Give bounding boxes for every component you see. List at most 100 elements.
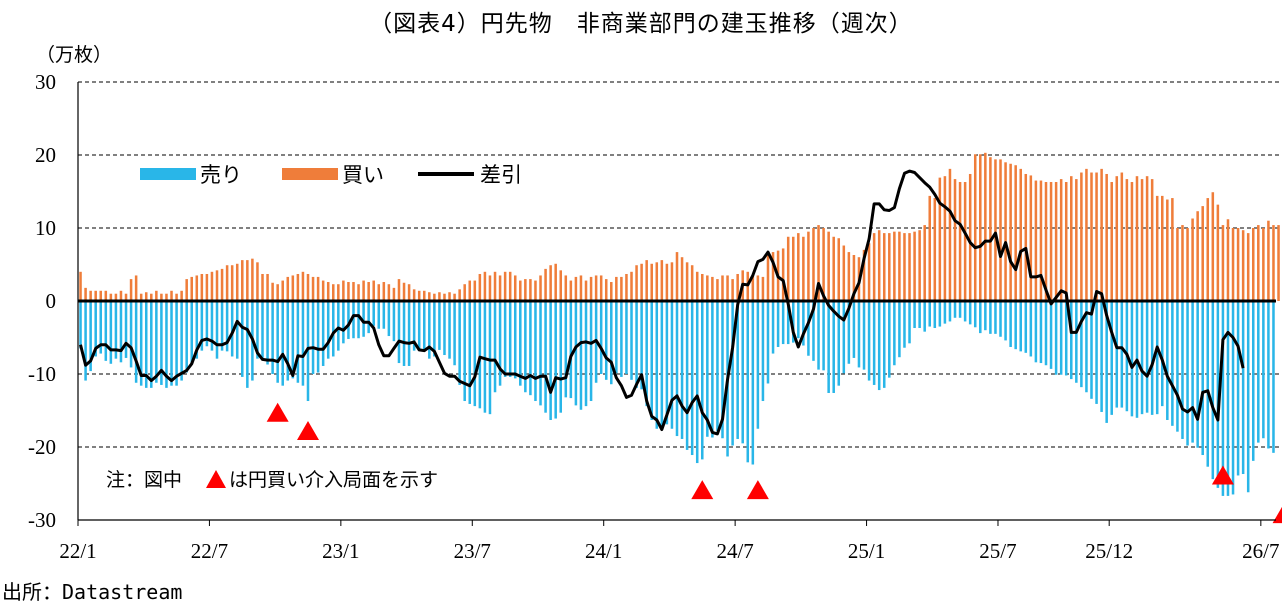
buy-bar — [271, 282, 274, 301]
buy-bar — [124, 293, 128, 301]
legend-buy-label: 買い — [342, 163, 384, 187]
sell-bar — [124, 301, 128, 358]
sell-bar — [721, 301, 724, 439]
buy-bar — [352, 282, 355, 301]
sell-bar — [918, 301, 921, 329]
buy-bar — [802, 236, 805, 301]
sell-bar — [862, 301, 866, 370]
sell-bar — [746, 301, 750, 463]
sell-bar — [756, 301, 760, 429]
buy-bar — [1236, 228, 1240, 301]
sell-bar — [928, 301, 932, 327]
sell-bar — [1191, 301, 1194, 443]
x-tick-label: 25/12 — [1085, 539, 1133, 563]
sell-bar — [635, 301, 638, 388]
buy-bar — [1191, 218, 1194, 301]
sell-bar — [837, 301, 841, 386]
buy-bar — [1115, 176, 1119, 301]
buy-bar — [286, 276, 290, 301]
sell-bar — [321, 301, 325, 366]
sell-bar — [1150, 301, 1154, 415]
buy-bar — [397, 279, 401, 301]
buy-bar — [842, 245, 846, 301]
sell-bar — [1171, 301, 1174, 426]
buy-bar — [888, 233, 891, 301]
buy-bar — [958, 182, 962, 301]
buy-bar — [144, 292, 148, 301]
sell-bar — [94, 301, 97, 357]
buy-bar — [989, 157, 992, 301]
buy-bar — [1241, 230, 1245, 301]
sell-bar — [438, 301, 441, 350]
buy-bar — [984, 152, 987, 301]
sell-bar — [1176, 301, 1179, 432]
sell-bar — [665, 301, 669, 425]
sell-bar — [1166, 301, 1169, 420]
buy-bar — [170, 290, 173, 301]
sell-bar — [458, 301, 461, 385]
buy-bar — [968, 173, 972, 301]
buy-bar — [180, 290, 183, 301]
buy-bar — [554, 263, 557, 301]
buy-bar — [564, 275, 568, 301]
sell-bar — [508, 301, 512, 377]
sell-bar — [99, 301, 103, 354]
sell-bar — [433, 301, 436, 357]
buy-bar — [372, 280, 375, 301]
sell-bar — [337, 301, 340, 351]
sell-bar — [615, 301, 618, 374]
sell-bar — [1075, 301, 1078, 383]
sell-bar — [165, 301, 168, 388]
sell-bar — [1095, 301, 1098, 404]
sell-bar — [630, 301, 633, 380]
buy-bar — [321, 280, 325, 301]
buy-bar — [276, 284, 279, 301]
sell-bar — [817, 301, 820, 370]
buy-bar — [281, 280, 284, 301]
sell-bar — [377, 301, 381, 329]
sell-bar — [170, 301, 173, 386]
legend-sell-swatch — [140, 168, 196, 180]
buy-bar — [933, 198, 937, 301]
sell-bar — [342, 301, 345, 344]
y-tick-label: -10 — [28, 362, 56, 386]
buy-bar — [1161, 195, 1164, 301]
buy-bar — [685, 262, 689, 301]
buy-bar — [716, 279, 719, 301]
intervention-markers — [266, 402, 1282, 524]
buy-bar — [893, 231, 896, 301]
sell-bar — [412, 301, 416, 351]
sell-bar — [519, 301, 522, 386]
sell-bar — [640, 301, 643, 390]
sell-bar — [701, 301, 704, 460]
buy-bar — [1246, 233, 1250, 301]
buy-bar — [296, 273, 300, 301]
buy-bar — [680, 257, 684, 301]
sell-bar — [877, 301, 881, 391]
sell-bar — [776, 301, 780, 347]
sell-bar — [610, 301, 613, 385]
sell-bar — [685, 301, 689, 450]
sell-bar — [1236, 301, 1240, 476]
buy-bar — [746, 271, 750, 301]
buy-bar — [827, 231, 830, 301]
sell-bar — [205, 301, 209, 347]
sell-bar — [584, 301, 588, 407]
buy-bar — [650, 263, 653, 301]
buy-bar — [438, 292, 441, 301]
buy-bar — [862, 249, 866, 301]
y-tick-label: 10 — [35, 216, 56, 240]
sell-bar — [559, 301, 563, 413]
buy-bar — [215, 270, 219, 301]
sell-bar — [645, 301, 648, 407]
sell-bar — [443, 301, 446, 356]
sell-bar — [473, 301, 477, 407]
sell-bar — [261, 301, 264, 359]
buy-bar — [261, 273, 264, 301]
buy-bar — [134, 275, 138, 301]
x-tick-label: 23/7 — [454, 539, 491, 563]
sell-bar — [498, 301, 502, 386]
buy-bar — [635, 265, 638, 301]
buy-bar — [604, 279, 608, 301]
sell-bar — [529, 301, 532, 396]
